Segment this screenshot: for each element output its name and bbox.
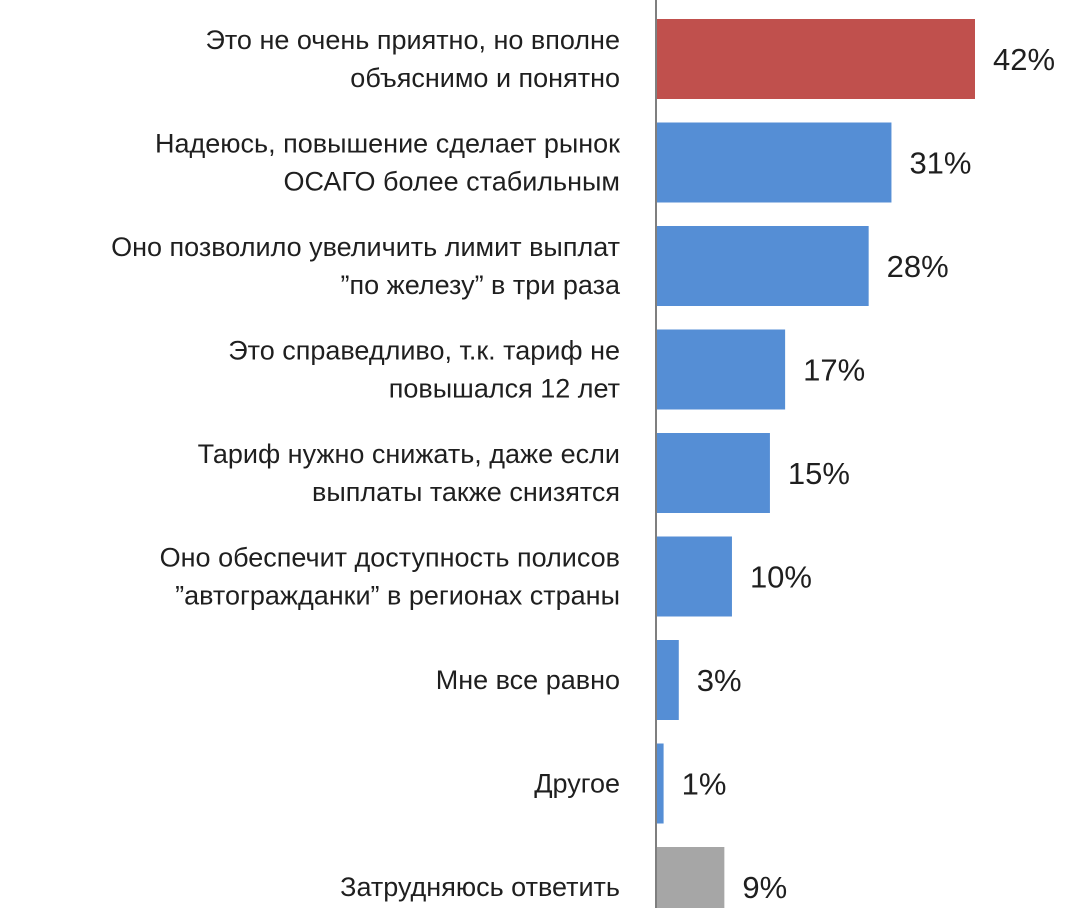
category-label-7-line-1: Мне все равно	[436, 665, 620, 695]
category-label-3-line-2: ”по железу” в три раза	[341, 270, 621, 300]
value-label-2: 31%	[909, 146, 971, 181]
category-label-5-line-2: выплаты также снизятся	[312, 477, 620, 507]
category-label-6-line-2: ”автогражданки” в регионах страны	[175, 581, 620, 611]
value-label-6: 10%	[750, 560, 812, 595]
category-label-2-line-2: ОСАГО более стабильным	[283, 167, 620, 197]
bar-3	[656, 226, 869, 306]
category-label-5-line-1: Тариф нужно снижать, даже если	[198, 439, 620, 469]
bar-9	[656, 847, 725, 908]
value-label-5: 15%	[788, 456, 850, 491]
bar-8	[656, 743, 664, 824]
category-label-1-line-2: объяснимо и понятно	[350, 63, 620, 93]
category-label-4-line-2: повышался 12 лет	[389, 374, 620, 404]
category-label-6-line-1: Оно обеспечит доступность полисов	[160, 543, 620, 573]
bar-4	[656, 329, 786, 410]
bar-7	[656, 640, 679, 720]
value-label-9: 9%	[742, 870, 787, 905]
category-label-1-line-1: Это не очень приятно, но вполне	[205, 25, 620, 55]
value-labels-group: 42% 31% 28% 17% 15% 10% 3% 1% 9%	[682, 42, 1055, 905]
bars-group	[656, 19, 975, 908]
category-label-3-line-1: Оно позволило увеличить лимит выплат	[111, 232, 620, 262]
category-label-2-line-1: Надеюсь, повышение сделает рынок	[155, 129, 620, 159]
bar-6	[656, 536, 732, 617]
value-label-4: 17%	[803, 353, 865, 388]
category-label-8-line-1: Другое	[534, 769, 620, 799]
value-label-7: 3%	[697, 663, 742, 698]
value-label-8: 1%	[682, 767, 727, 802]
bar-1	[656, 19, 975, 99]
value-label-3: 28%	[887, 249, 949, 284]
category-label-4-line-1: Это справедливо, т.к. тариф не	[228, 336, 620, 366]
category-labels-group: Это не очень приятно, но вполне объяснимо…	[111, 25, 621, 902]
value-label-1: 42%	[993, 42, 1055, 77]
bar-5	[656, 433, 770, 513]
category-label-9-line-1: Затрудняюсь ответить	[340, 872, 620, 902]
bar-2	[656, 122, 892, 203]
